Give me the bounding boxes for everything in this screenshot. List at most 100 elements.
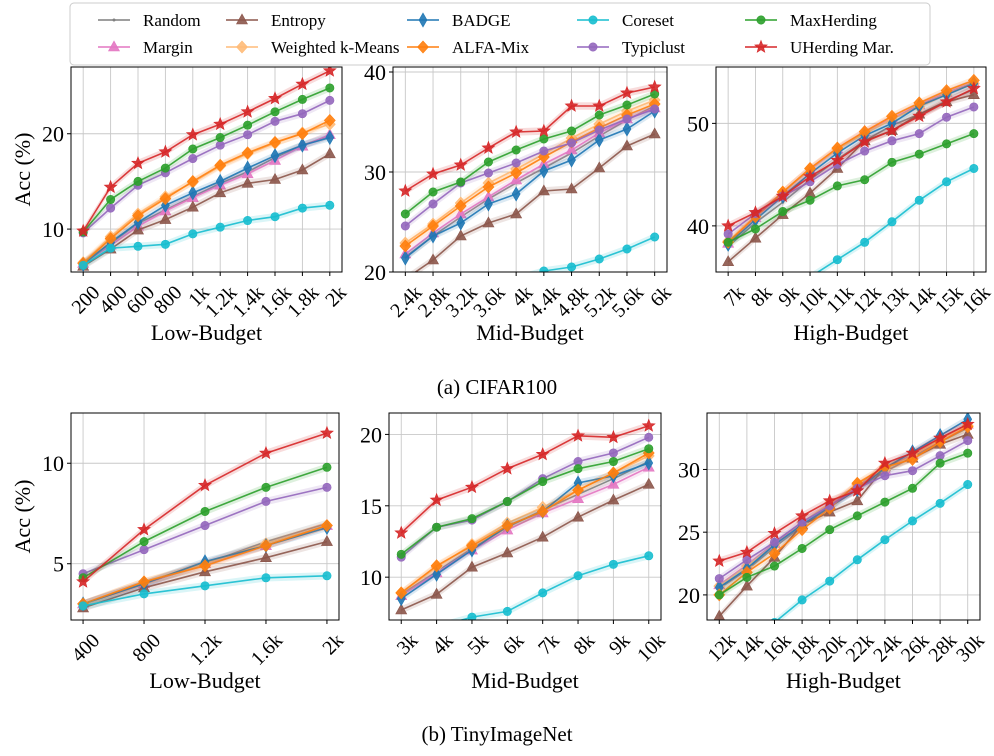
series-line-uherding-mar [404, 86, 655, 192]
point-coreset [139, 589, 149, 599]
point-entropy [430, 587, 443, 599]
series-group [76, 425, 334, 613]
point-alfa-mix [199, 559, 211, 573]
y-axis-label: Acc (%) [10, 133, 35, 207]
point-typiclust [188, 154, 198, 164]
point-coreset [243, 216, 253, 226]
point-typiclust [942, 112, 952, 122]
legend-label-alfa-mix: ALFA-Mix [452, 38, 530, 57]
point-entropy [642, 477, 655, 489]
point-alfa-mix [886, 109, 898, 123]
point-typiclust [539, 146, 549, 156]
point-maxherding [573, 464, 583, 474]
series-line-maxherding [727, 132, 975, 244]
panel-6: 20253012k14k16k18k20k22k24k26k28k30kHigh… [678, 412, 989, 693]
point-typiclust [483, 168, 493, 178]
band-coreset [527, 233, 655, 272]
point-maxherding [832, 181, 842, 191]
point-alfa-mix [132, 209, 144, 223]
y-tick-label: 20 [364, 260, 386, 285]
point-maxherding [963, 448, 973, 458]
point-coreset [963, 480, 973, 490]
point-maxherding [539, 134, 549, 144]
legend-item-margin: Margin [98, 38, 193, 57]
point-maxherding [567, 126, 577, 136]
band-maxherding [728, 129, 974, 246]
x-tick-label: 6k [646, 282, 676, 312]
point-coreset [539, 266, 549, 272]
point-coreset [852, 555, 862, 565]
point-maxherding [742, 572, 752, 582]
point-coreset [567, 262, 577, 272]
point-badge [400, 250, 410, 266]
point-maxherding [456, 177, 466, 187]
point-uherding-mar [213, 116, 228, 131]
point-uherding-mar [453, 157, 468, 171]
series-line-margin [400, 466, 650, 597]
point-maxherding [797, 543, 807, 553]
legend-item-uherding-mar: UHerding Mar. [745, 38, 894, 57]
point-entropy [427, 253, 440, 265]
legend-item-random: Random [98, 11, 201, 30]
point-maxherding [805, 195, 815, 205]
series-line-badge [727, 82, 975, 245]
point-entropy [967, 88, 980, 99]
point-maxherding [215, 133, 225, 143]
y-tick-label: 15 [360, 494, 382, 519]
plot-frame [70, 66, 343, 273]
band-margin [83, 131, 330, 268]
point-coreset [860, 237, 870, 247]
panel-2: 2030402.4k2.8k3.2k3.6k4k4.4k4.8k5.2k5.6k… [364, 60, 676, 345]
point-entropy [454, 229, 467, 241]
point-maxherding [139, 537, 149, 547]
point-maxherding [778, 207, 788, 217]
series-group [76, 67, 337, 272]
point-maxherding [622, 100, 632, 110]
point-uherding-mar [137, 522, 151, 536]
legend-label-uherding-mar: UHerding Mar. [790, 38, 894, 57]
point-uherding-mar [641, 418, 656, 432]
point-typiclust [400, 221, 410, 231]
point-uherding-mar [158, 144, 173, 158]
point-coreset [322, 571, 332, 581]
point-entropy [565, 182, 578, 194]
x-axis-label: Low-Budget [151, 320, 262, 345]
point-uherding-mar [76, 574, 91, 588]
legend-label-random: Random [143, 11, 201, 30]
point-maxherding [887, 157, 897, 167]
legend-marker-weighted-k-means [236, 40, 248, 54]
plot-frame [388, 412, 662, 621]
series-group [712, 413, 975, 620]
point-alfa-mix [321, 519, 333, 532]
point-badge [188, 185, 198, 201]
point-uherding-mar [803, 169, 818, 183]
point-typiclust [322, 482, 332, 492]
y-tick-label: 10 [360, 565, 382, 590]
plot-frame [392, 66, 668, 273]
point-coreset [215, 222, 225, 232]
point-uherding-mar [592, 98, 607, 112]
point-uherding-mar [884, 123, 899, 137]
band-typiclust [83, 96, 330, 237]
point-entropy [320, 534, 333, 546]
point-typiclust [963, 436, 973, 446]
point-typiclust [567, 138, 577, 148]
point-entropy [465, 560, 478, 572]
point-entropy [572, 510, 585, 522]
point-entropy [593, 161, 606, 173]
point-coreset [200, 581, 210, 591]
point-badge [243, 160, 252, 176]
point-uherding-mar [535, 447, 550, 461]
series-line-maxherding [82, 87, 331, 233]
legend-marker-margin [107, 40, 121, 52]
point-uherding-mar [319, 425, 334, 440]
point-uherding-mar [912, 108, 927, 123]
point-uherding-mar [619, 85, 634, 99]
series-line-alfa-mix [82, 119, 331, 264]
point-badge [325, 129, 335, 146]
band-entropy [401, 480, 649, 614]
point-entropy [501, 546, 514, 558]
y-tick-label: 20 [360, 422, 382, 447]
point-maxherding [538, 477, 548, 487]
point-badge [484, 196, 493, 212]
